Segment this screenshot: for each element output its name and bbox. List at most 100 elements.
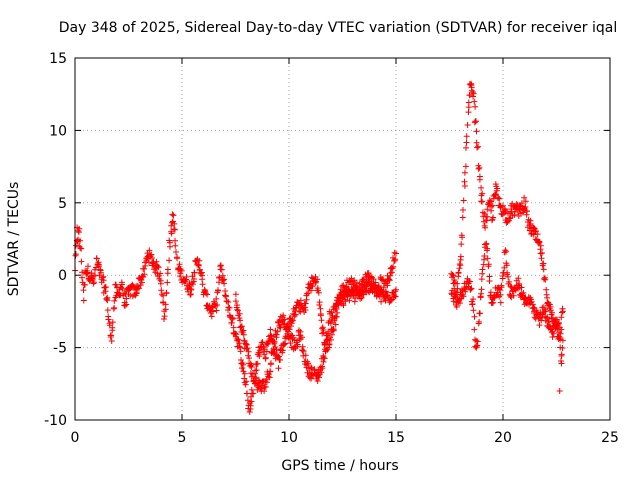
data-point <box>208 304 215 311</box>
plot-frame <box>74 57 611 421</box>
data-point <box>471 98 478 105</box>
data-point <box>202 290 209 297</box>
data-point <box>170 226 177 233</box>
data-point <box>470 296 477 303</box>
data-point <box>495 195 502 201</box>
data-point <box>473 337 480 344</box>
data-point <box>559 337 566 344</box>
data-point <box>135 285 142 292</box>
data-point <box>199 281 206 288</box>
data-point <box>467 278 473 285</box>
data-point <box>215 287 221 294</box>
data-point <box>473 128 480 135</box>
data-point <box>466 92 473 98</box>
data-point <box>252 374 259 381</box>
data-point <box>245 348 252 355</box>
data-point <box>141 265 148 272</box>
data-point <box>225 299 232 305</box>
data-point <box>75 229 82 236</box>
data-point <box>462 163 469 170</box>
data-point <box>554 320 561 327</box>
data-point <box>172 242 179 249</box>
data-point <box>81 281 88 288</box>
data-point <box>176 261 183 268</box>
data-point <box>524 208 530 215</box>
data-point <box>267 332 274 339</box>
data-point <box>558 326 565 333</box>
data-point <box>270 345 277 352</box>
data-point <box>478 286 485 293</box>
data-point <box>235 343 242 350</box>
data-point <box>485 261 492 268</box>
data-point <box>314 378 321 384</box>
data-point <box>332 321 339 328</box>
data-point <box>458 241 465 248</box>
data-point <box>497 291 504 298</box>
data-point <box>467 286 474 293</box>
data-point <box>299 343 306 350</box>
data-point <box>461 183 468 189</box>
y-axis-label: SDTVAR / TECUs <box>6 182 22 297</box>
data-point <box>108 338 115 344</box>
data-point <box>479 190 486 197</box>
data-point <box>559 308 566 315</box>
data-point <box>292 311 299 318</box>
data-point <box>220 277 227 284</box>
data-point <box>308 287 315 294</box>
data-point <box>450 272 457 279</box>
data-point <box>316 302 323 308</box>
data-point <box>85 263 91 270</box>
data-point <box>84 269 91 276</box>
data-point <box>332 306 339 312</box>
data-point <box>391 249 398 256</box>
data-point <box>534 231 541 238</box>
data-point <box>102 284 109 291</box>
data-point <box>342 298 349 305</box>
data-point <box>510 292 517 299</box>
data-point <box>544 314 551 321</box>
data-point <box>73 251 79 258</box>
data-point <box>191 276 197 282</box>
data-point <box>149 255 155 261</box>
data-point <box>280 341 287 348</box>
data-point <box>392 256 399 263</box>
data-point <box>173 249 179 255</box>
data-point <box>558 360 565 367</box>
data-point <box>243 341 250 348</box>
data-point <box>246 409 253 415</box>
data-point <box>393 250 399 257</box>
data-point <box>204 291 211 298</box>
data-point <box>160 292 167 299</box>
data-point <box>500 202 506 209</box>
data-point <box>316 374 322 381</box>
data-point <box>157 270 164 277</box>
data-point <box>384 292 391 299</box>
data-point <box>208 313 215 320</box>
data-point <box>80 297 87 304</box>
data-point <box>490 299 497 306</box>
data-point <box>319 330 326 337</box>
grid <box>75 58 610 420</box>
data-point <box>378 298 385 305</box>
data-point <box>483 240 490 247</box>
y-tick-label: 5 <box>58 196 67 212</box>
data-point <box>187 285 194 292</box>
data-point <box>373 284 380 291</box>
data-point <box>334 309 341 316</box>
data-point <box>286 326 293 333</box>
data-point <box>238 323 245 330</box>
data-point <box>497 299 504 306</box>
data-point <box>329 327 336 334</box>
data-point <box>187 291 194 298</box>
data-point <box>232 291 239 298</box>
data-point <box>166 239 173 246</box>
data-point <box>241 370 248 377</box>
data-point <box>104 297 111 304</box>
data-point <box>289 317 296 324</box>
data-point <box>470 90 477 97</box>
data-point <box>498 282 505 289</box>
data-point <box>490 214 497 221</box>
data-point <box>275 365 282 372</box>
data-point <box>553 321 560 328</box>
